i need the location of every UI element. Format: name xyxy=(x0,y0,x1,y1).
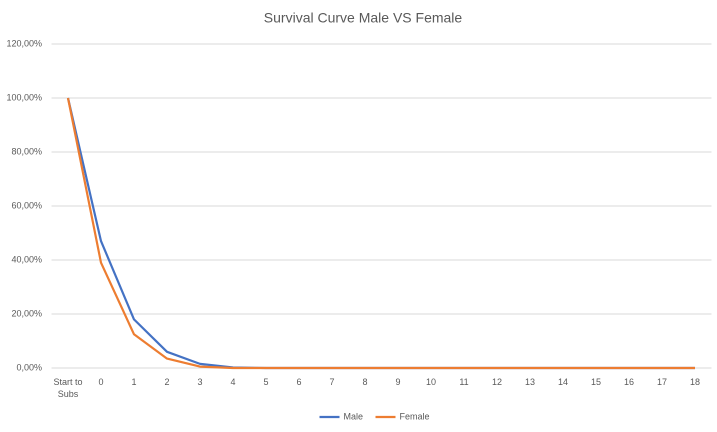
y-tick-label: 120,00% xyxy=(6,38,42,48)
x-tick-label: 7 xyxy=(329,377,335,387)
series-line xyxy=(66,97,695,370)
x-tick-label: 18 xyxy=(689,377,700,387)
x-tick-label: 8 xyxy=(362,377,368,387)
x-tick-label: 12 xyxy=(491,377,502,387)
x-tick-label: 4 xyxy=(230,377,236,387)
y-tick-label: 100,00% xyxy=(6,92,42,102)
x-tick-label: 14 xyxy=(557,377,568,387)
x-tick-label: 16 xyxy=(623,377,634,387)
x-tick-label: 1 xyxy=(131,377,137,387)
x-tick-label: 6 xyxy=(296,377,302,387)
x-tick-label: 10 xyxy=(425,377,436,387)
y-tick-label: 80,00% xyxy=(11,146,42,156)
x-tick-label: 9 xyxy=(395,377,401,387)
x-tick-label: 3 xyxy=(197,377,203,387)
x-tick-label: 5 xyxy=(263,377,269,387)
y-tick-label: 0,00% xyxy=(16,362,42,372)
x-tick-label: 0 xyxy=(98,377,104,387)
legend-label: Female xyxy=(400,411,430,421)
series-line xyxy=(66,97,695,370)
x-tick-label: 15 xyxy=(590,377,601,387)
y-tick-label: 40,00% xyxy=(11,254,42,264)
x-tick-label: 11 xyxy=(459,377,469,387)
x-tick-label: 2 xyxy=(164,377,170,387)
chart-title: Survival Curve Male VS Female xyxy=(264,10,463,26)
x-tick-label: 17 xyxy=(656,377,667,387)
x-tick-label: Start to Subs xyxy=(53,377,83,399)
y-tick-label: 20,00% xyxy=(11,308,42,318)
y-tick-label: 60,00% xyxy=(11,200,42,210)
x-tick-label: 13 xyxy=(524,377,535,387)
legend-label: Male xyxy=(344,411,364,421)
